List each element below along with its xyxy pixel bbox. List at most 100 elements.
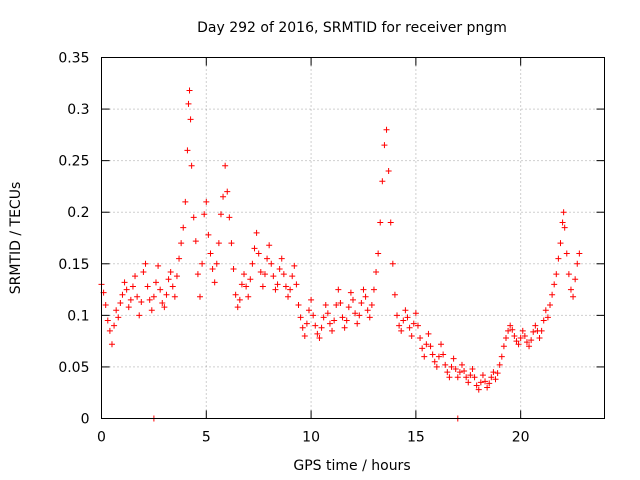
data-point bbox=[287, 286, 294, 293]
data-point bbox=[400, 317, 407, 324]
data-point bbox=[467, 372, 474, 379]
data-point bbox=[560, 209, 567, 216]
data-point bbox=[132, 273, 139, 280]
data-point bbox=[232, 291, 239, 298]
chart-title: Day 292 of 2016, SRMTID for receiver png… bbox=[197, 20, 507, 36]
data-point bbox=[121, 279, 128, 286]
data-point bbox=[519, 327, 526, 334]
data-point bbox=[272, 286, 279, 293]
data-point bbox=[433, 363, 440, 370]
data-point bbox=[224, 188, 231, 195]
data-point bbox=[354, 320, 361, 327]
data-point bbox=[536, 335, 543, 342]
data-point bbox=[257, 269, 264, 276]
data-point bbox=[230, 265, 237, 272]
data-point bbox=[190, 214, 197, 221]
data-point bbox=[358, 299, 365, 306]
data-point bbox=[576, 250, 583, 257]
data-point bbox=[203, 198, 210, 205]
data-point bbox=[297, 314, 304, 321]
data-point bbox=[293, 281, 300, 288]
data-point bbox=[383, 126, 390, 133]
data-point bbox=[505, 327, 512, 334]
data-point bbox=[167, 269, 174, 276]
data-point bbox=[186, 87, 193, 94]
data-point bbox=[417, 335, 424, 342]
data-point bbox=[557, 240, 564, 247]
data-point bbox=[222, 162, 229, 169]
data-point bbox=[144, 283, 151, 290]
data-point bbox=[318, 324, 325, 331]
data-point bbox=[310, 312, 317, 319]
data-point bbox=[570, 293, 577, 300]
data-point bbox=[127, 296, 134, 303]
data-point bbox=[192, 238, 199, 245]
data-point bbox=[249, 260, 256, 267]
data-point bbox=[261, 271, 268, 278]
data-point bbox=[502, 335, 509, 342]
data-point bbox=[194, 271, 201, 278]
data-point bbox=[450, 355, 457, 362]
data-points bbox=[98, 87, 583, 422]
data-point bbox=[423, 341, 430, 348]
data-point bbox=[276, 265, 283, 272]
data-point bbox=[213, 260, 220, 267]
data-point bbox=[295, 302, 302, 309]
data-point bbox=[425, 330, 432, 337]
data-point bbox=[243, 283, 250, 290]
data-point bbox=[285, 293, 292, 300]
axis-tick-labels: 0 0.05 0.1 0.15 0.2 0.25 0.3 0.35 0 5 10 15 20 bbox=[58, 51, 529, 446]
data-point bbox=[129, 283, 136, 290]
data-point bbox=[471, 374, 478, 381]
data-point bbox=[308, 296, 315, 303]
data-point bbox=[526, 343, 533, 350]
data-point bbox=[547, 302, 554, 309]
data-point bbox=[542, 307, 549, 314]
data-point bbox=[513, 338, 520, 345]
data-point bbox=[435, 353, 442, 360]
data-point bbox=[111, 322, 118, 329]
data-point bbox=[341, 324, 348, 331]
data-point bbox=[479, 372, 486, 379]
data-point bbox=[264, 255, 271, 262]
y-axis-label: SRMTID / TECUs bbox=[8, 182, 24, 295]
data-point bbox=[375, 250, 382, 257]
y-tick-label: 0.15 bbox=[58, 257, 89, 273]
data-point bbox=[561, 224, 568, 231]
data-point bbox=[402, 307, 409, 314]
data-point bbox=[366, 314, 373, 321]
data-point bbox=[438, 341, 445, 348]
data-point bbox=[104, 317, 111, 324]
data-point bbox=[335, 286, 342, 293]
data-point bbox=[333, 302, 340, 309]
data-point bbox=[138, 298, 145, 305]
data-point bbox=[484, 384, 491, 391]
data-point bbox=[553, 271, 560, 278]
data-point bbox=[215, 240, 222, 247]
data-point bbox=[528, 337, 535, 344]
data-point bbox=[282, 283, 289, 290]
data-point bbox=[555, 255, 562, 262]
data-point bbox=[259, 283, 266, 290]
data-point bbox=[113, 307, 120, 314]
data-point bbox=[119, 291, 126, 298]
data-point bbox=[316, 335, 323, 342]
data-point bbox=[171, 293, 178, 300]
data-point bbox=[184, 147, 191, 154]
data-point bbox=[146, 296, 153, 303]
data-point bbox=[163, 291, 170, 298]
data-point bbox=[220, 193, 227, 200]
data-point bbox=[532, 322, 539, 329]
data-point bbox=[289, 273, 296, 280]
data-point bbox=[197, 293, 204, 300]
y-tick-label: 0.3 bbox=[67, 102, 89, 118]
data-point bbox=[161, 304, 168, 311]
data-point bbox=[157, 286, 164, 293]
data-point bbox=[178, 240, 185, 247]
data-point bbox=[473, 382, 480, 389]
data-point bbox=[394, 312, 401, 319]
data-point bbox=[165, 276, 172, 283]
data-point bbox=[280, 271, 287, 278]
data-point bbox=[209, 265, 216, 272]
data-point bbox=[108, 341, 115, 348]
